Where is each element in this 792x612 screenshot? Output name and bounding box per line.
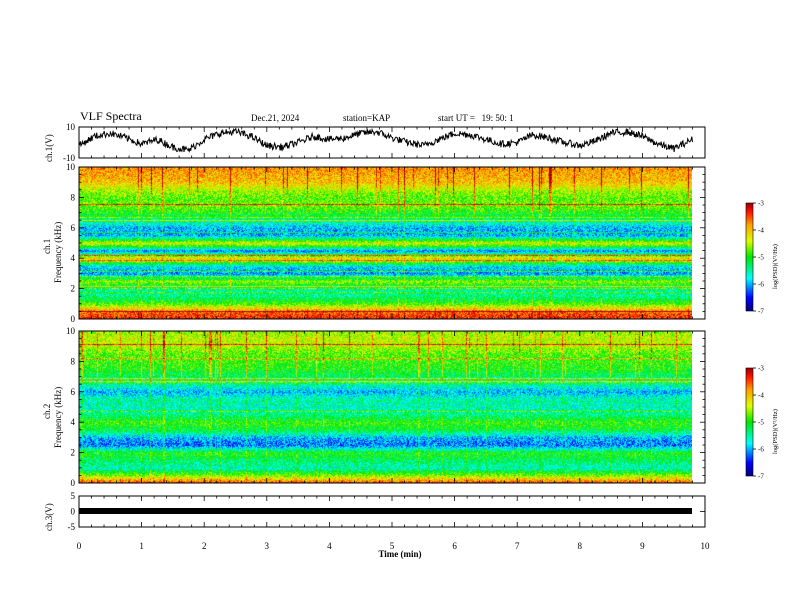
colorbar-tick-label: -3 [758, 200, 764, 208]
station-prefix: station= [343, 113, 373, 123]
x-tick-label: 4 [327, 541, 332, 551]
ch2-spectrogram-image [79, 331, 692, 483]
1-y-tick-label: 8 [71, 192, 76, 202]
x-tick-label: 0 [77, 541, 82, 551]
0-y-tick-label: -10 [63, 153, 75, 163]
1-y-tick-label: 4 [71, 253, 76, 263]
colorbar-tick-label: -5 [758, 419, 764, 427]
ch2-spectrogram-ylabel: ch.2 [42, 403, 52, 419]
colorbar-tick-label: -4 [758, 227, 764, 235]
1-y-tick-label: 0 [71, 314, 76, 324]
x-tick-label: 10 [701, 541, 711, 551]
colorbar-tick-label: -3 [758, 365, 764, 373]
colorbar-tick-label: -5 [758, 254, 764, 262]
ch3-voltage-trace [79, 508, 692, 514]
3-y-tick-label: 0 [71, 507, 76, 517]
figure-title: VLF Spectra [80, 109, 142, 123]
ch1-voltage-ylabel: ch.1(V) [44, 134, 54, 162]
ch1-voltage-trace [78, 127, 693, 153]
x-tick-label: 1 [139, 541, 144, 551]
ch1-frequency-ylabel: Frequency (kHz) [53, 221, 63, 283]
1-y-tick-label: 6 [71, 223, 76, 233]
x-tick-label: 8 [578, 541, 583, 551]
ch3-voltage-ylabel: ch.3(V) [44, 503, 54, 531]
colorbar-tick-label: -7 [758, 473, 764, 481]
1-y-tick-label: 10 [66, 162, 76, 172]
start-prefix: start UT = [438, 113, 475, 123]
x-axis-label: Time (min) [378, 549, 421, 559]
2-y-tick-label: 10 [66, 326, 76, 336]
x-tick-label: 2 [202, 541, 207, 551]
x-tick-label: 5 [390, 541, 395, 551]
2-y-tick-label: 0 [71, 478, 76, 488]
0-y-tick-label: 10 [66, 122, 76, 132]
ch1-spectrogram-image [79, 167, 692, 319]
colorbar-tick-label: -7 [758, 308, 764, 316]
x-tick-label: 6 [452, 541, 457, 551]
ch2-colorbar-title: log(PSD)(V²/Hz) [772, 409, 779, 454]
colorbar-tick-label: -4 [758, 392, 764, 400]
x-tick-label: 7 [515, 541, 520, 551]
1-y-tick-label: 2 [71, 284, 76, 294]
station-value: KAP [372, 113, 391, 123]
x-tick-label: 3 [265, 541, 270, 551]
2-y-tick-label: 6 [71, 387, 76, 397]
3-y-tick-label: 5 [71, 491, 76, 501]
2-y-tick-label: 8 [71, 356, 76, 366]
axis-ticks [78, 126, 756, 528]
ch1-spectrogram-ylabel: ch.1 [42, 238, 52, 254]
start-value: 19: 50: 1 [481, 113, 514, 123]
start-time-label: start UT = 19: 50: 1 [438, 112, 514, 124]
x-tick-label: 9 [640, 541, 645, 551]
2-y-tick-label: 4 [71, 417, 76, 427]
ch2-frequency-ylabel: Frequency (kHz) [53, 386, 63, 448]
2-y-tick-label: 2 [71, 448, 76, 458]
ch1-colorbar-title: log(PSD)(V²/Hz) [772, 244, 779, 289]
colorbar-tick-label: -6 [758, 446, 764, 454]
ch2-colorbar [746, 368, 753, 476]
date-label: Dec.21, 2024 [251, 113, 300, 123]
ch1-colorbar [746, 203, 753, 311]
station-label: station=KAP [343, 112, 390, 124]
axis-tick-labels: 0 1 2 3 4 5 6 7 8 9 1010-100246810-3-4-5-6-7024681… [63, 122, 764, 551]
colorbar-tick-label: -6 [758, 281, 764, 289]
3-y-tick-label: -5 [68, 522, 76, 532]
